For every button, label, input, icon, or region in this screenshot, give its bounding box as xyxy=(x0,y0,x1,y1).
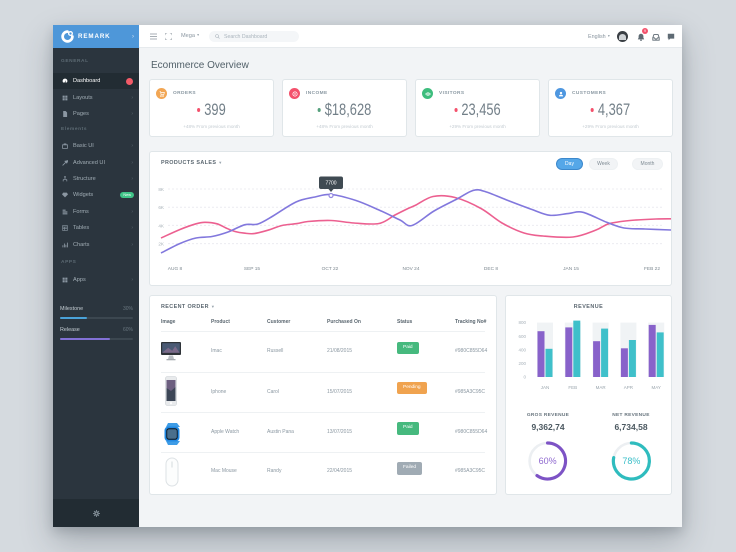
svg-text:200: 200 xyxy=(518,361,526,366)
svg-text:6K: 6K xyxy=(158,205,165,210)
svg-text:SEP 15: SEP 15 xyxy=(244,266,261,272)
svg-text:NOV 24: NOV 24 xyxy=(402,266,419,272)
svg-text:800: 800 xyxy=(518,320,526,325)
svg-text:4K: 4K xyxy=(158,223,165,228)
svg-text:2K: 2K xyxy=(158,242,165,247)
svg-text:400: 400 xyxy=(518,347,526,352)
svg-text:APR: APR xyxy=(624,385,634,390)
svg-text:8K: 8K xyxy=(158,187,165,192)
svg-text:FEB 22: FEB 22 xyxy=(644,266,660,272)
svg-text:7700: 7700 xyxy=(325,181,336,187)
svg-text:FEB: FEB xyxy=(568,385,577,390)
svg-text:600: 600 xyxy=(518,334,526,339)
svg-text:DEC 8: DEC 8 xyxy=(484,266,498,272)
svg-text:JAN: JAN xyxy=(541,385,550,390)
svg-text:60%: 60% xyxy=(539,456,557,466)
svg-text:MAY: MAY xyxy=(651,385,660,390)
svg-text:AUG 8: AUG 8 xyxy=(168,266,183,272)
svg-text:OCT 22: OCT 22 xyxy=(322,266,339,272)
svg-text:78%: 78% xyxy=(622,456,640,466)
svg-text:0: 0 xyxy=(523,375,526,380)
svg-text:MAR: MAR xyxy=(596,385,607,390)
svg-text:JAN 15: JAN 15 xyxy=(563,266,579,272)
